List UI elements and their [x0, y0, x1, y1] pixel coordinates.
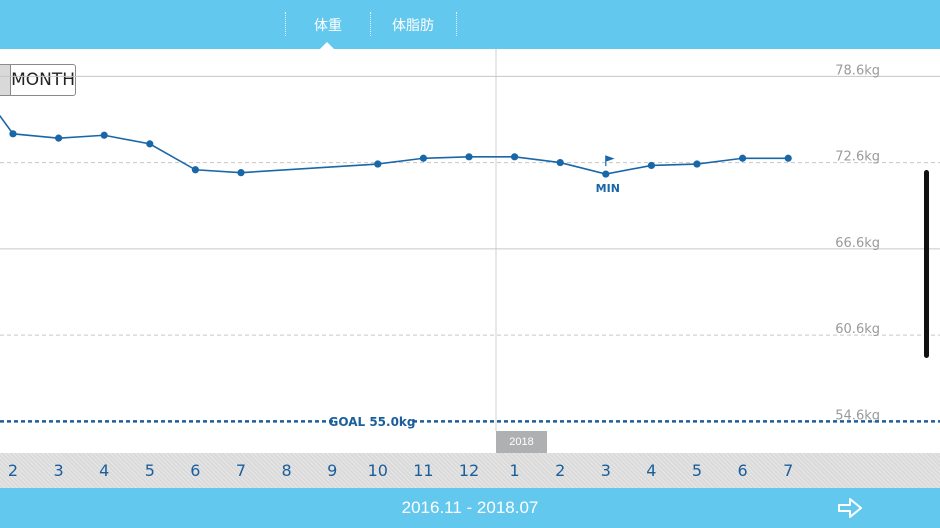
month-axis[interactable]: 2 3 4 5 6 7 8 9 10 11 12 1 2 3 4 5 6 7 [0, 453, 940, 488]
data-point [465, 153, 473, 161]
active-tab-pointer [320, 42, 334, 49]
period-label: 2016.11 - 2018.07 [401, 498, 539, 517]
month-label[interactable]: 10 [367, 461, 388, 480]
range-segment-month[interactable]: MONTH [11, 70, 75, 90]
y-tick-label: 54.6kg [835, 408, 880, 423]
y-tick-label: 78.6kg [835, 63, 880, 78]
min-label: MIN [596, 182, 620, 195]
month-label[interactable]: 2 [7, 461, 19, 480]
data-point [556, 158, 564, 167]
y-tick-label: 72.6kg [835, 150, 880, 165]
year-badge: 2018 [496, 431, 547, 453]
data-point [100, 131, 108, 139]
month-label[interactable]: 5 [144, 461, 155, 480]
data-point [510, 153, 519, 161]
range-toggle[interactable]: MONTH [0, 64, 76, 96]
tab-separator [370, 12, 371, 36]
weight-chart: 78.6kg 72.6kg 66.6kg 60.6kg 54.6kg GOAL 55.0k… [0, 49, 940, 431]
flag-icon [605, 155, 615, 167]
tab-body-fat[interactable]: 体脂肪 [392, 16, 434, 33]
month-label[interactable]: 6 [190, 461, 201, 480]
month-label[interactable]: 3 [53, 461, 64, 480]
month-label[interactable]: 12 [458, 461, 480, 480]
range-segment-previous[interactable] [0, 65, 12, 95]
y-tick-label: 66.6kg [835, 236, 880, 251]
data-point [693, 160, 701, 168]
tab-separator [285, 12, 286, 36]
goal-label: GOAL 55.0kg [328, 415, 415, 429]
data-point [602, 170, 610, 178]
month-label[interactable]: 5 [691, 461, 703, 480]
month-label[interactable]: 7 [235, 461, 247, 480]
scroll-indicator[interactable] [924, 170, 929, 358]
month-label[interactable]: 4 [646, 461, 657, 480]
data-point [237, 169, 245, 177]
data-point [647, 161, 656, 170]
header-bar: 体重 体脂肪 [0, 0, 940, 49]
data-point [146, 140, 154, 148]
data-point [9, 130, 17, 138]
goal-label-background [333, 413, 411, 430]
footer-bar: 2016.11 - 2018.07 [0, 488, 940, 528]
arrow-right-icon[interactable] [836, 494, 864, 522]
month-label[interactable]: 4 [99, 461, 110, 480]
month-label[interactable]: 6 [737, 461, 748, 480]
data-point [739, 154, 747, 162]
tab-weight[interactable]: 体重 [314, 16, 342, 33]
data-point [419, 154, 427, 162]
month-label[interactable]: 2 [555, 461, 566, 480]
month-label[interactable]: 3 [600, 461, 611, 480]
y-tick-label: 60.6kg [835, 322, 880, 337]
data-point [55, 134, 63, 142]
weight-line [0, 114, 789, 175]
data-point [191, 166, 199, 174]
month-label[interactable]: 8 [281, 461, 292, 480]
data-point [784, 154, 792, 162]
month-label[interactable]: 9 [327, 461, 338, 480]
month-label[interactable]: 11 [413, 461, 434, 480]
month-label[interactable]: 1 [509, 461, 520, 480]
tab-separator [456, 12, 457, 36]
data-point [374, 160, 382, 168]
month-label[interactable]: 7 [783, 461, 794, 480]
